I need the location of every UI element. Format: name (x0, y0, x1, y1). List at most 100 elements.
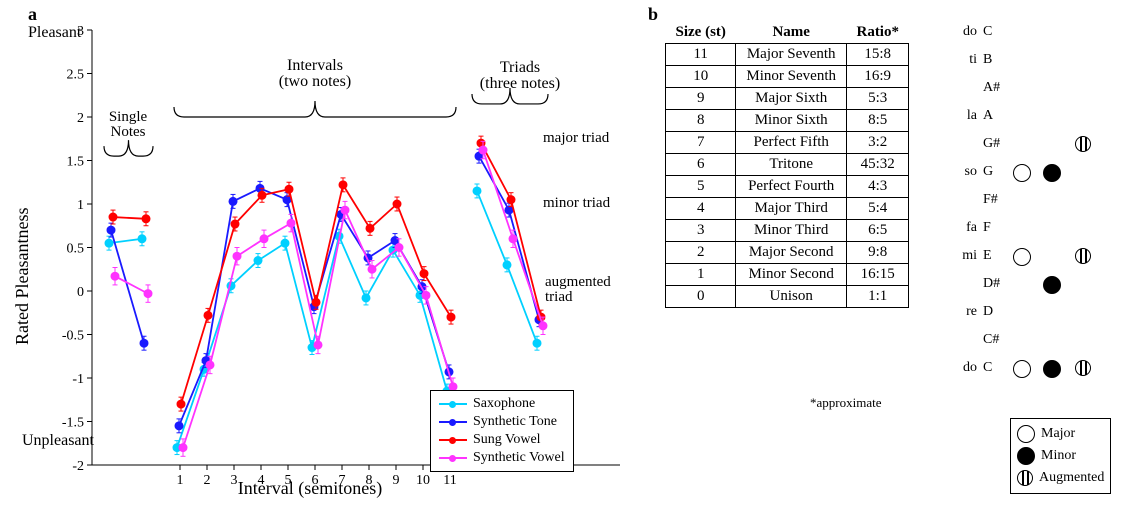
svg-text:2.5: 2.5 (67, 68, 85, 83)
legend-label: Synthetic Vowel (473, 450, 565, 466)
triad-legend-label: Augmented (1039, 470, 1104, 486)
panel-b-label: b (648, 4, 658, 25)
table-cell: Minor Second (736, 264, 847, 286)
solfege-label: do (955, 360, 977, 376)
table-cell: 6:5 (846, 220, 909, 242)
svg-text:2: 2 (77, 111, 84, 126)
solfege-label: la (955, 108, 977, 124)
solfege-label: so (955, 164, 977, 180)
solfege-label: fa (955, 220, 977, 236)
legend-label: Saxophone (473, 396, 535, 412)
aug-triad-label-text: augmentedtriad (545, 274, 611, 305)
note-letter-label: C# (983, 332, 999, 348)
triads-annot-text: Triads(three notes) (480, 59, 560, 92)
svg-text:-0.5: -0.5 (62, 329, 84, 344)
table-row: 0Unison1:1 (666, 286, 909, 308)
y-bottom-label: Unpleasant (22, 432, 94, 450)
table-cell: 11 (666, 44, 736, 66)
solfege-label: re (955, 304, 977, 320)
table-cell: 8 (666, 110, 736, 132)
table-cell: 9:8 (846, 242, 909, 264)
note-letter-label: G (983, 164, 993, 180)
note-letter-label: E (983, 248, 992, 264)
table-cell: 2 (666, 242, 736, 264)
table-cell: 5:4 (846, 198, 909, 220)
table-cell: Major Sixth (736, 88, 847, 110)
table-cell: Perfect Fourth (736, 176, 847, 198)
solfege-label: mi (955, 248, 977, 264)
triad-legend-row: Augmented (1017, 467, 1104, 489)
triads-annot: Triads(three notes) (470, 60, 570, 92)
intervals-annot-text: Intervals(two notes) (279, 57, 351, 90)
single-notes-annot-text: SingleNotes (109, 109, 147, 140)
table-cell: 45:32 (846, 154, 909, 176)
table-cell: Major Seventh (736, 44, 847, 66)
series-legend: SaxophoneSynthetic ToneSung VowelSynthet… (430, 390, 574, 472)
table-header-cell: Ratio* (846, 22, 909, 44)
triad-dot-minor (1043, 164, 1061, 182)
svg-text:-1.5: -1.5 (62, 416, 84, 431)
triad-legend-label: Major (1041, 426, 1075, 442)
note-letter-label: C (983, 360, 992, 376)
triad-legend-icon (1017, 425, 1035, 443)
table-cell: 10 (666, 66, 736, 88)
triad-dot-augmented (1075, 248, 1091, 264)
table-footnote: *approximate (810, 395, 881, 411)
x-axis-label: Interval (semitones) (170, 478, 450, 499)
table-cell: Major Second (736, 242, 847, 264)
svg-text:-2: -2 (72, 459, 84, 474)
svg-text:0: 0 (77, 285, 84, 300)
triad-dot-augmented (1075, 136, 1091, 152)
triad-legend: Major Minor Augmented (1010, 418, 1111, 494)
triad-dot-major (1013, 360, 1031, 378)
solfege-label: do (955, 24, 977, 40)
table-cell: Minor Seventh (736, 66, 847, 88)
table-cell: Minor Third (736, 220, 847, 242)
y-axis-label: Rated Pleasantness (12, 208, 33, 345)
note-letter-label: A (983, 108, 993, 124)
legend-label: Synthetic Tone (473, 414, 557, 430)
table-cell: Tritone (736, 154, 847, 176)
table-row: 6Tritone45:32 (666, 154, 909, 176)
table-header-cell: Size (st) (666, 22, 736, 44)
svg-text:0.5: 0.5 (67, 242, 85, 257)
triad-dot-major (1013, 164, 1031, 182)
note-letter-label: A# (983, 80, 1000, 96)
note-letter-label: B (983, 52, 992, 68)
table-cell: Major Third (736, 198, 847, 220)
table-cell: 5:3 (846, 88, 909, 110)
note-letter-label: C (983, 24, 992, 40)
note-letter-label: D# (983, 276, 1000, 292)
legend-row: Synthetic Tone (439, 413, 565, 431)
y-top-label: Pleasant (28, 24, 81, 42)
major-triad-label: major triad (543, 130, 609, 147)
table-cell: Minor Sixth (736, 110, 847, 132)
triad-legend-row: Minor (1017, 445, 1104, 467)
aug-triad-label: augmentedtriad (545, 275, 611, 305)
table-row: 10Minor Seventh16:9 (666, 66, 909, 88)
table-cell: 0 (666, 286, 736, 308)
legend-row: Saxophone (439, 395, 565, 413)
triad-dot-major (1013, 248, 1031, 266)
table-row: 11Major Seventh15:8 (666, 44, 909, 66)
interval-table: Size (st)NameRatio* 11Major Seventh15:81… (665, 22, 909, 308)
triad-legend-icon (1017, 447, 1035, 465)
table-cell: 7 (666, 132, 736, 154)
triad-legend-icon (1017, 470, 1033, 486)
table-cell: 3:2 (846, 132, 909, 154)
table-header-cell: Name (736, 22, 847, 44)
table-cell: 8:5 (846, 110, 909, 132)
note-letter-label: G# (983, 136, 1000, 152)
table-row: 5Perfect Fourth4:3 (666, 176, 909, 198)
triad-legend-row: Major (1017, 423, 1104, 445)
triad-diagram: doCtiBA#laAG#soGF#faFmiED#reDC#doC (955, 22, 1125, 392)
solfege-label: ti (955, 52, 977, 68)
legend-row: Synthetic Vowel (439, 449, 565, 467)
svg-text:1: 1 (77, 198, 84, 213)
table-cell: 1 (666, 264, 736, 286)
table-cell: 16:9 (846, 66, 909, 88)
table-cell: Unison (736, 286, 847, 308)
table-cell: 3 (666, 220, 736, 242)
note-letter-label: D (983, 304, 993, 320)
table-cell: 4:3 (846, 176, 909, 198)
